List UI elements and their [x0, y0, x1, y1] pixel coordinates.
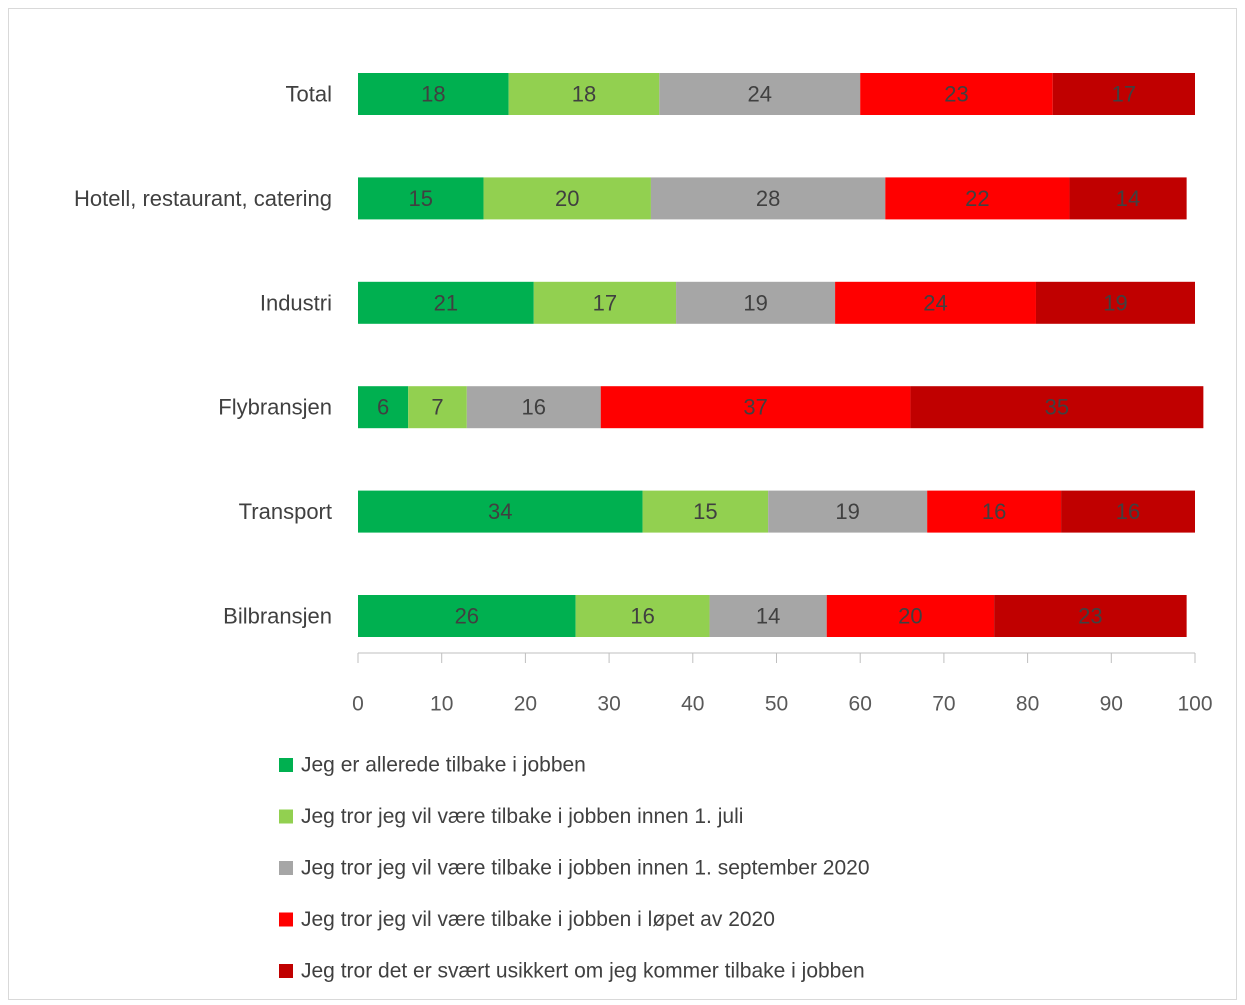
data-label: 19 [1103, 290, 1127, 315]
data-label: 23 [944, 82, 968, 107]
data-label: 14 [756, 604, 780, 629]
bar-segment [835, 281, 1036, 324]
x-tick-label: 60 [849, 693, 872, 716]
data-label: 16 [1116, 499, 1140, 524]
data-label: 16 [630, 604, 654, 629]
data-label: 16 [982, 499, 1006, 524]
legend-label: Jeg tror jeg vil være tilbake i jobben i… [301, 857, 870, 880]
x-tick-label: 80 [1016, 693, 1039, 716]
legend-label: Jeg tror jeg vil være tilbake i jobben i… [301, 805, 743, 828]
bar-segment [508, 73, 660, 115]
bar-segment [860, 73, 1053, 115]
data-label: 17 [593, 290, 617, 315]
data-label: 6 [377, 395, 389, 420]
data-label: 22 [965, 186, 989, 211]
legend-swatch [279, 861, 293, 875]
data-label: 24 [923, 290, 947, 315]
data-label: 15 [409, 186, 433, 211]
category-label: Transport [239, 499, 332, 524]
data-label: 28 [756, 186, 780, 211]
bar-segment [1069, 177, 1187, 220]
legend: Jeg er allerede tilbake i jobben Jeg tror… [279, 754, 870, 983]
bar-segment [826, 595, 995, 637]
category-label: Bilbransjen [223, 604, 332, 629]
data-label: 24 [748, 82, 772, 107]
data-label: 35 [1045, 395, 1069, 420]
x-tick-label: 70 [932, 693, 955, 716]
bar-segment [676, 281, 836, 324]
bar-segment [927, 490, 1062, 533]
bar-segment [575, 595, 710, 637]
bars-layer: 18 18 24 23 17 15 20 28 22 14 21 17 19 24 19 6 7 16 37 35 34… [358, 73, 1204, 637]
data-label: 14 [1116, 186, 1140, 211]
category-label: Hotell, restaurant, catering [74, 186, 332, 211]
bar-segment [358, 281, 534, 324]
bar-segment [709, 595, 827, 637]
bar-segment [408, 386, 467, 429]
bar-segment [358, 73, 509, 115]
category-label: Industri [260, 290, 332, 315]
x-tick-label: 0 [352, 693, 364, 716]
category-label: Flybransjen [218, 395, 332, 420]
bar-segment [483, 177, 651, 220]
bar-segment [1035, 281, 1195, 324]
bar-segment [358, 386, 409, 429]
bar-segment [650, 177, 886, 220]
x-tick-label: 90 [1100, 693, 1123, 716]
data-label: 19 [743, 290, 767, 315]
data-label: 26 [455, 604, 479, 629]
bar-segment [1052, 73, 1195, 115]
data-label: 21 [434, 290, 458, 315]
data-label: 15 [693, 499, 717, 524]
bar-segment [358, 490, 643, 533]
data-label: 20 [898, 604, 922, 629]
x-tick-label: 40 [681, 693, 704, 716]
category-label: Total [286, 82, 332, 107]
legend-swatch [279, 809, 293, 824]
bar-segment [600, 386, 911, 429]
bar-segment [533, 281, 677, 324]
data-label: 20 [555, 186, 579, 211]
x-tick-label: 30 [597, 693, 620, 716]
x-tick-label: 10 [430, 693, 453, 716]
data-label: 23 [1078, 604, 1102, 629]
bar-segment [466, 386, 601, 429]
data-label: 37 [743, 395, 767, 420]
bar-segment [642, 490, 769, 533]
legend-label: Jeg tror det er svært usikkert om jeg ko… [301, 960, 865, 983]
bar-segment [358, 595, 576, 637]
bar-segment [358, 177, 484, 220]
data-label: 16 [522, 395, 546, 420]
data-label: 18 [572, 82, 596, 107]
legend-swatch [279, 758, 293, 772]
data-label: 17 [1112, 82, 1136, 107]
data-label: 18 [421, 82, 445, 107]
bar-segment [910, 386, 1204, 429]
x-tick-label: 50 [765, 693, 788, 716]
bar-segment [768, 490, 928, 533]
data-label: 34 [488, 499, 512, 524]
category-labels: Total Hotell, restaurant, catering Industr… [74, 82, 332, 629]
bar-segment [994, 595, 1187, 637]
bar-segment [885, 177, 1070, 220]
legend-swatch [279, 912, 293, 927]
data-label: 7 [431, 395, 443, 420]
x-tick-label: 20 [514, 693, 537, 716]
data-label: 19 [835, 499, 859, 524]
x-axis: 0 10 20 30 40 50 60 70 80 90 100 [352, 652, 1213, 716]
bar-segment [1061, 490, 1195, 533]
x-tick-label: 100 [1177, 693, 1212, 716]
legend-label: Jeg tror jeg vil være tilbake i jobben i… [301, 908, 775, 931]
bar-segment [659, 73, 861, 115]
legend-swatch [279, 964, 293, 978]
legend-label: Jeg er allerede tilbake i jobben [301, 754, 586, 777]
